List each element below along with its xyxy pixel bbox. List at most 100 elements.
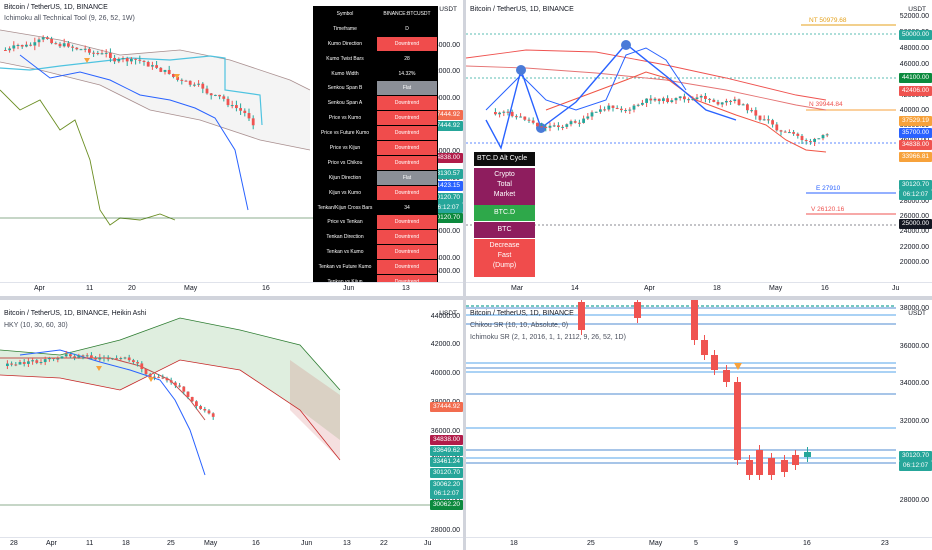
status-key: Price vs Chikou xyxy=(313,154,377,171)
pane2-candle-body xyxy=(804,140,808,142)
status-value: BINANCE:BTCUSDT xyxy=(376,6,438,22)
pane3-candle-body xyxy=(203,409,207,411)
status-row: Price vs Kumo Downtrend xyxy=(313,110,438,127)
price-tick: 28000.00 xyxy=(899,497,929,504)
price-tag: 42406.00 xyxy=(899,86,932,96)
pane3-candle-body xyxy=(136,362,139,364)
pane1-candle-body xyxy=(251,118,255,126)
pane1-candle-body xyxy=(176,76,179,80)
pane1-candle-body xyxy=(67,43,70,47)
price-tag: 33649.62 xyxy=(430,446,463,456)
pane2-candle-body xyxy=(783,131,787,133)
pane1-candle-body xyxy=(134,58,137,60)
pane2-plot[interactable] xyxy=(466,0,932,296)
price-tick: 46000.00 xyxy=(899,61,929,68)
pane3-candle-body xyxy=(10,363,13,365)
pane3-candle-body xyxy=(60,356,64,359)
pane2-candle-body xyxy=(662,98,665,102)
status-row: Timeframe D xyxy=(313,20,438,37)
pane4-plot[interactable] xyxy=(466,300,932,550)
time-tick: May xyxy=(649,540,663,547)
chart-pane-ichimoku[interactable]: Bitcoin / TetherUS, 1D, BINANCE Ichimoku… xyxy=(0,0,463,296)
vertical-splitter[interactable] xyxy=(463,0,466,550)
pane2-candle-body xyxy=(767,119,770,121)
pane2-candle-body xyxy=(683,96,686,100)
pane1-candle-body xyxy=(214,94,217,96)
pane2-candle-body xyxy=(573,121,577,123)
pane3-candle-body xyxy=(169,380,173,383)
pane1-indicator-title[interactable]: Ichimoku all Technical Tool (9, 26, 52, … xyxy=(4,15,135,22)
pane2-candle-body xyxy=(813,138,816,142)
chart-pane-heikin-ashi[interactable]: Bitcoin / TetherUS, 1D, BINANCE, Heikin … xyxy=(0,300,463,550)
status-value: Downtrend xyxy=(376,125,438,142)
pane3-indicator-title[interactable]: HKY (10, 30, 60, 30) xyxy=(4,322,68,329)
pane1-candle-body xyxy=(4,50,7,51)
chart-pane-support-resistance[interactable]: Bitcoin / TetherUS, 1D, BINANCE Chikou S… xyxy=(466,300,932,550)
price-tick: 24000.00 xyxy=(899,228,929,235)
price-tick: 34000.00 xyxy=(899,380,929,387)
pane1-candle-body xyxy=(33,42,37,46)
pane1-candle-body xyxy=(163,69,167,72)
pane3-time-axis[interactable]: 28 Apr 11 18 25 May 16 Jun 13 22 Ju xyxy=(0,537,463,550)
time-tick: 14 xyxy=(571,285,579,292)
status-row: Kijun Direction Flat xyxy=(313,169,438,186)
status-row: Price vs Chikou Downtrend xyxy=(313,154,438,171)
pane1-candle-body xyxy=(146,61,150,67)
pane2-candle-body xyxy=(674,98,678,101)
pane1-currency: USDT xyxy=(439,6,457,13)
price-tick: 20000.00 xyxy=(899,259,929,266)
pane3-plot[interactable] xyxy=(0,300,463,550)
pane2-candle-body xyxy=(569,121,573,125)
pane1-plot[interactable] xyxy=(0,0,463,296)
pane2-candle-body xyxy=(741,104,745,106)
time-tick: 16 xyxy=(262,285,270,292)
time-tick: Mar xyxy=(511,285,524,292)
pane3-candle-body xyxy=(119,358,123,360)
pane1-candle-body xyxy=(218,94,221,97)
pane1-candle-body xyxy=(235,105,238,109)
horizontal-splitter[interactable] xyxy=(0,296,932,300)
pane2-candle-body xyxy=(809,141,812,143)
status-row: Kijun vs Kumo Downtrend xyxy=(313,184,438,201)
pane2-candle-body xyxy=(687,99,690,101)
price-tick: 38000.00 xyxy=(899,305,929,312)
chart-pane-cycle[interactable]: Bitcoin / TetherUS, 1D, BINANCE USDT NT … xyxy=(466,0,932,296)
status-value: Downtrend xyxy=(376,229,438,246)
pane1-candle-body xyxy=(151,65,154,67)
pane1-candle-body xyxy=(138,59,142,61)
pane1-candle-body xyxy=(142,60,146,62)
pane1-candle-body xyxy=(75,47,79,50)
pane2-time-axis[interactable]: Mar 14 Apr 18 May 16 Ju xyxy=(466,282,932,296)
pane3-candle-body xyxy=(56,358,60,360)
pane2-candle-body xyxy=(649,98,653,101)
status-key: Tenkan/Kijun Cross Bars xyxy=(313,199,377,216)
pane2-candle-body xyxy=(771,120,774,125)
pane2-candle-body xyxy=(779,130,783,132)
pane3-candle-body xyxy=(85,355,89,357)
pane4-time-axis[interactable]: 18 25 May 5 9 16 23 xyxy=(466,537,932,550)
status-value: Downtrend xyxy=(376,184,438,201)
pane1-candle-body xyxy=(184,80,188,82)
pane3-candle-body xyxy=(98,357,102,360)
status-key: Kumo Twist Bars xyxy=(313,50,377,67)
pane2-candle-body xyxy=(519,116,522,118)
pane2-candle-body xyxy=(544,126,548,128)
time-tick: 16 xyxy=(252,540,260,547)
price-tag: 34838.00 xyxy=(899,140,932,150)
pane3-candle-body xyxy=(157,376,160,378)
pane1-time-axis[interactable]: Apr 11 20 May 16 Jun 13 xyxy=(0,282,463,296)
pane3-candle-body xyxy=(127,357,131,361)
status-value: 14.32% xyxy=(376,65,438,82)
pane2-candle-body xyxy=(729,100,732,102)
pane4-indicator-chikou[interactable]: Chikou SR (10, 10, Absolute, 0) xyxy=(470,322,569,329)
pane2-candle-body xyxy=(678,96,682,99)
pane3-candle-body xyxy=(81,355,85,357)
pane1-candle-body xyxy=(79,49,83,51)
price-tick: 36000.00 xyxy=(430,148,460,155)
price-tag: 30120.70 xyxy=(430,468,463,478)
pane2-candle-body xyxy=(775,124,779,131)
time-tick: 25 xyxy=(587,540,595,547)
pane1-candle-body xyxy=(96,52,100,54)
pane3-candle-body xyxy=(6,363,9,366)
pane4-indicator-ichimoku-sr[interactable]: Ichimoku SR (2, 1, 2016, 1, 1, 2112, 9, … xyxy=(470,334,626,341)
